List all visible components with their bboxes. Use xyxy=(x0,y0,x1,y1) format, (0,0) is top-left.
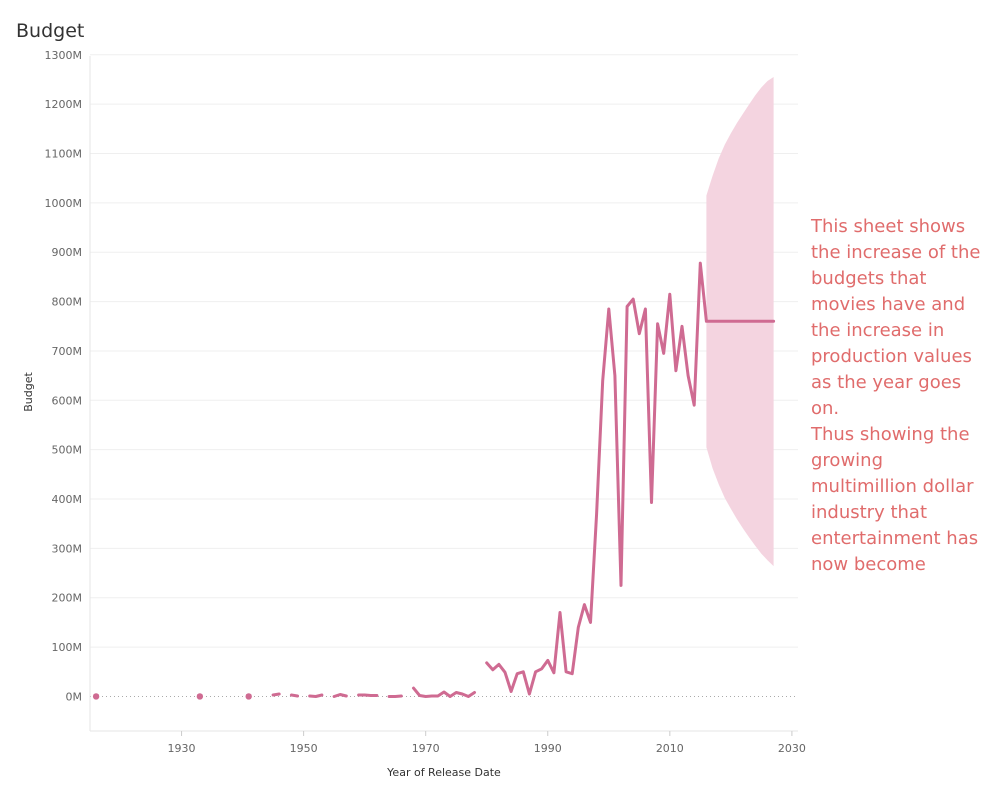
series-line-segment xyxy=(357,693,379,697)
x-tick-label: 1990 xyxy=(534,742,562,755)
series-line-segment xyxy=(289,693,299,698)
data-point xyxy=(196,693,204,700)
y-tick-label: 1100M xyxy=(45,148,83,161)
data-point xyxy=(245,693,252,700)
y-tick-label: 1200M xyxy=(45,98,83,111)
series-line-segment xyxy=(412,686,476,698)
y-tick-label: 700M xyxy=(52,345,83,358)
x-tick-label: 1950 xyxy=(290,742,318,755)
y-tick-label: 200M xyxy=(52,592,83,605)
series-line-segment xyxy=(332,693,348,698)
annotation-line-1: This sheet shows the increase of the bud… xyxy=(811,216,981,419)
series-line-segment xyxy=(271,692,281,697)
annotation-line-2: Thus showing the growing multimillion do… xyxy=(811,424,979,575)
x-tick-label: 1970 xyxy=(412,742,440,755)
page-title: Budget xyxy=(16,20,85,42)
annotation-text: This sheet shows the increase of the bud… xyxy=(811,214,993,578)
x-axis-title: Year of Release Date xyxy=(386,766,501,779)
x-tick-label: 2030 xyxy=(778,742,806,755)
y-tick-label: 800M xyxy=(52,296,83,309)
data-point xyxy=(92,693,100,700)
series-line-segment xyxy=(485,261,776,696)
gridlines xyxy=(90,54,798,697)
series-layer xyxy=(92,261,776,700)
y-tick-label: 1300M xyxy=(45,49,83,62)
x-tick-label: 2010 xyxy=(656,742,684,755)
y-tick-label: 100M xyxy=(52,641,83,654)
y-tick-label: 400M xyxy=(52,493,83,506)
y-tick-label: 500M xyxy=(52,444,83,457)
y-axis-title: Budget xyxy=(22,372,35,412)
y-tick-label: 300M xyxy=(52,542,83,555)
y-tick-label: 900M xyxy=(52,246,83,259)
y-tick-label: 600M xyxy=(52,394,83,407)
series-line-segment xyxy=(387,694,403,698)
y-tick-label: 0M xyxy=(66,690,83,703)
series-line-segment xyxy=(308,693,324,698)
x-tick-label: 1930 xyxy=(168,742,196,755)
y-tick-label: 1000M xyxy=(45,197,83,210)
axes: 0M 100M 200M 300M 400M 500M 600M 700M 800M 900M 10… xyxy=(45,49,806,755)
